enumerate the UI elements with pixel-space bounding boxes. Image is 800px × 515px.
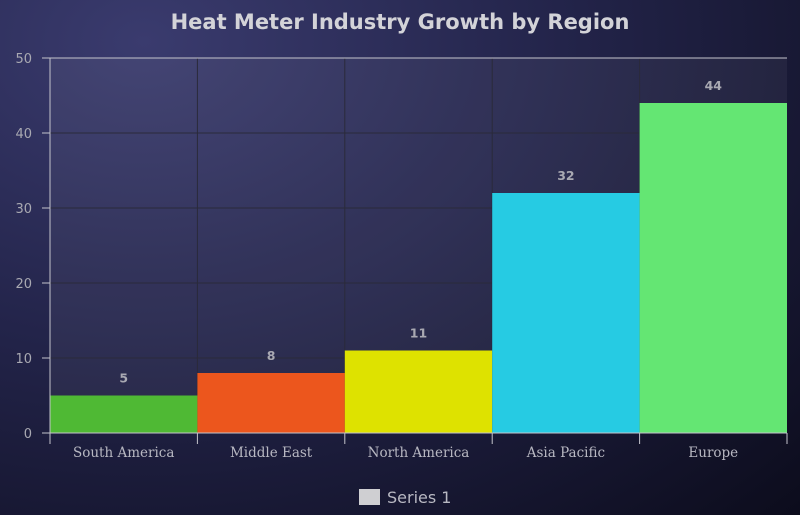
category-label: Europe bbox=[688, 445, 738, 461]
category-label: South America bbox=[73, 445, 174, 461]
y-tick-label: 10 bbox=[15, 352, 32, 367]
data-label: 32 bbox=[557, 168, 574, 183]
legend-swatch[interactable] bbox=[359, 489, 380, 505]
y-tick-label: 0 bbox=[24, 427, 32, 442]
labels: 0 10 20 30 40 50 5 8 11 32 44 South America Middle E… bbox=[15, 52, 738, 461]
y-tick-label: 40 bbox=[15, 127, 32, 142]
axes bbox=[42, 57, 788, 444]
category-label: Asia Pacific bbox=[526, 445, 605, 461]
chart-title: Heat Meter Industry Growth by Region bbox=[171, 10, 630, 34]
legend-label[interactable]: Series 1 bbox=[387, 488, 451, 507]
y-tick-label: 30 bbox=[15, 202, 32, 217]
bar bbox=[492, 193, 640, 433]
data-label: 5 bbox=[119, 371, 128, 386]
category-label: Middle East bbox=[230, 445, 313, 461]
y-tick-label: 50 bbox=[15, 52, 32, 67]
y-tick-label: 20 bbox=[15, 277, 32, 292]
data-label: 8 bbox=[267, 348, 276, 363]
bar bbox=[50, 395, 198, 433]
category-label: North America bbox=[368, 445, 470, 461]
data-label: 11 bbox=[410, 326, 427, 341]
data-label: 44 bbox=[705, 78, 723, 93]
bars bbox=[50, 103, 787, 433]
bar bbox=[197, 373, 345, 433]
legend[interactable]: Series 1 bbox=[359, 488, 451, 507]
bar bbox=[639, 103, 787, 433]
bar bbox=[344, 350, 493, 433]
